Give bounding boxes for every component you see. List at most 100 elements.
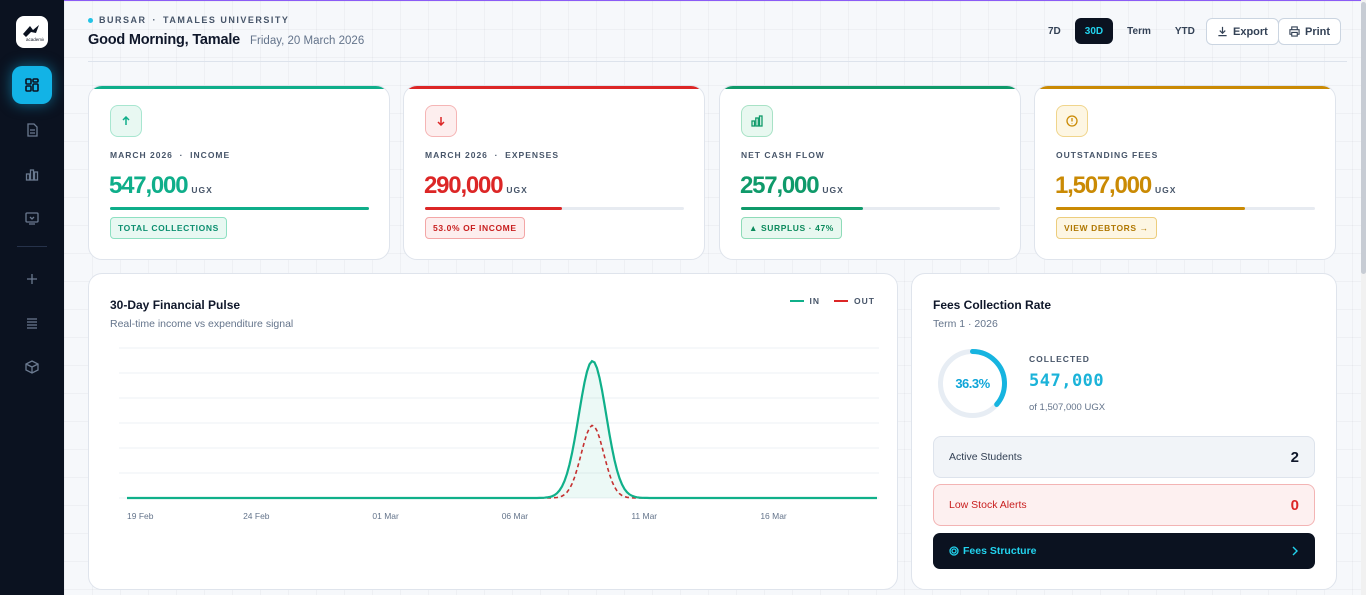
pulse-chart[interactable]: 19 Feb 24 Feb 01 Mar 06 Mar 11 Mar 16 Mar [89, 274, 898, 590]
view-debtors-button[interactable]: VIEW DEBTORS → [1056, 217, 1157, 239]
active-students-row[interactable]: Active Students 2 [933, 436, 1315, 478]
nav-plus-icon[interactable] [12, 259, 52, 299]
low-stock-label: Low Stock Alerts [949, 499, 1027, 511]
printer-icon [1289, 26, 1300, 37]
legend-in-label: IN [809, 296, 821, 306]
app-logo[interactable]: academic [16, 16, 48, 48]
expense-series-line [127, 424, 877, 499]
x-tick-label: 19 Feb [127, 511, 154, 521]
kpi-progress-track [1056, 207, 1315, 210]
kpi-label: NET CASH FLOW [741, 150, 825, 160]
header-divider [88, 61, 1347, 62]
x-tick-label: 11 Mar [631, 511, 657, 521]
kpi-currency: UGX [822, 185, 844, 195]
period-30d[interactable]: 30D [1074, 18, 1114, 44]
role-label: BURSAR [99, 15, 147, 25]
kicker-separator: · [152, 15, 158, 25]
fees-structure-button[interactable]: Fees Structure [933, 533, 1315, 569]
kpi-label: MARCH 2026 · INCOME [110, 150, 231, 160]
chevron-right-icon [1292, 546, 1298, 556]
kpi-value: 257,000 [740, 172, 820, 199]
low-stock-value: 0 [1290, 496, 1299, 514]
nav-document-icon[interactable] [12, 110, 52, 150]
kpi-value-row: 547,000 UGX [109, 172, 213, 200]
kpi-accent-bar [1035, 86, 1335, 89]
kpi-card-net-cash-flow: NET CASH FLOW 257,000 UGX ▲ SURPLUS · 47… [719, 85, 1021, 260]
chart-title: 30-Day Financial Pulse [110, 298, 241, 312]
collected-label: COLLECTED [1029, 354, 1090, 364]
legend-in: IN [789, 296, 821, 306]
page-scrollbar[interactable] [1361, 0, 1366, 595]
nav-list-icon[interactable] [12, 303, 52, 343]
svg-text:academic: academic [26, 37, 44, 42]
kpi-progress-fill [110, 207, 369, 210]
page-title: Good Morning, Tamale [88, 32, 241, 48]
surplus-badge: ▲ SURPLUS · 47% [741, 217, 842, 239]
period-7d[interactable]: 7D [1048, 25, 1061, 37]
kpi-card-outstanding-fees: OUTSTANDING FEES 1,507,000 UGX VIEW DEBT… [1034, 85, 1336, 260]
kpi-progress-track [741, 207, 1000, 210]
nav-dashboard-icon[interactable] [12, 66, 52, 104]
kpi-value: 1,507,000 [1055, 172, 1152, 199]
low-stock-alerts-row[interactable]: Low Stock Alerts 0 [933, 484, 1315, 526]
sidebar: academic [0, 0, 64, 595]
kpi-accent-bar [720, 86, 1020, 89]
period-term[interactable]: Term [1127, 25, 1151, 37]
print-label: Print [1305, 25, 1331, 38]
period-ytd[interactable]: YTD [1174, 25, 1195, 37]
sidebar-divider [17, 246, 47, 247]
kpi-currency: UGX [191, 185, 213, 195]
download-icon [1218, 26, 1227, 37]
kpi-value-row: 257,000 UGX [740, 172, 844, 200]
kpi-card-expenses: MARCH 2026 · EXPENSES 290,000 UGX 53.0% … [403, 85, 705, 260]
kpi-card-income: MARCH 2026 · INCOME 547,000 UGX TOTAL CO… [88, 85, 390, 260]
arrow-up-icon [110, 105, 142, 137]
x-tick-label: 24 Feb [243, 511, 270, 521]
scrollbar-thumb[interactable] [1361, 2, 1366, 274]
main-content: BURSAR · TAMALES UNIVERSITY Good Morning… [64, 0, 1361, 595]
institution-label: TAMALES UNIVERSITY [163, 15, 290, 25]
kpi-currency: UGX [506, 185, 528, 195]
income-area [127, 361, 877, 498]
alert-circle-icon [1056, 105, 1088, 137]
financial-pulse-card: 30-Day Financial Pulse Real-time income … [88, 273, 898, 590]
greeting-row: Good Morning, Tamale Friday, 20 March 20… [88, 32, 364, 48]
collected-value: 547,000 [1029, 371, 1105, 391]
print-button[interactable]: Print [1278, 18, 1342, 45]
fees-subtitle: Term 1 · 2026 [933, 318, 998, 330]
kpi-value: 547,000 [109, 172, 189, 199]
total-collections-badge[interactable]: TOTAL COLLECTIONS [110, 217, 227, 239]
period-selector: 7D 30D Term YTD [1038, 18, 1205, 44]
export-button[interactable]: Export [1206, 18, 1279, 45]
legend-out: OUT [834, 296, 875, 306]
fees-structure-label-wrap: Fees Structure [949, 545, 1037, 557]
chart-subtitle: Real-time income vs expenditure signal [110, 318, 294, 330]
kpi-progress-track [110, 207, 369, 210]
nav-chart-icon[interactable] [12, 154, 52, 194]
expense-ratio-badge: 53.0% OF INCOME [425, 217, 525, 239]
nav-box-icon[interactable] [12, 347, 52, 387]
fees-title: Fees Collection Rate [933, 298, 1052, 312]
kpi-progress-fill [1056, 207, 1246, 210]
collected-of-total: of 1,507,000 UGX [1029, 402, 1106, 413]
legend-out-label: OUT [854, 296, 875, 306]
collection-rate-ring: 36.3% [936, 347, 1009, 420]
chart-legend: IN OUT [789, 296, 875, 306]
fees-structure-label: Fees Structure [963, 545, 1037, 557]
fees-collection-card: Fees Collection Rate Term 1 · 2026 36.3%… [911, 273, 1337, 590]
kpi-currency: UGX [1154, 185, 1177, 195]
kpi-value: 290,000 [424, 172, 504, 199]
page-kicker: BURSAR · TAMALES UNIVERSITY [88, 15, 289, 25]
status-dot-icon [88, 17, 93, 23]
kpi-label: MARCH 2026 · EXPENSES [425, 150, 560, 160]
x-tick-label: 06 Mar [502, 511, 529, 521]
kpi-progress-fill [425, 207, 563, 210]
chart-grid [119, 347, 879, 499]
active-students-label: Active Students [949, 451, 1022, 463]
nav-monitor-icon[interactable] [12, 198, 52, 238]
arrow-down-icon [425, 105, 457, 137]
kpi-label: OUTSTANDING FEES [1056, 150, 1159, 160]
bar-chart-icon [741, 105, 773, 137]
export-label: Export [1233, 25, 1268, 38]
kpi-accent-bar [89, 86, 389, 89]
